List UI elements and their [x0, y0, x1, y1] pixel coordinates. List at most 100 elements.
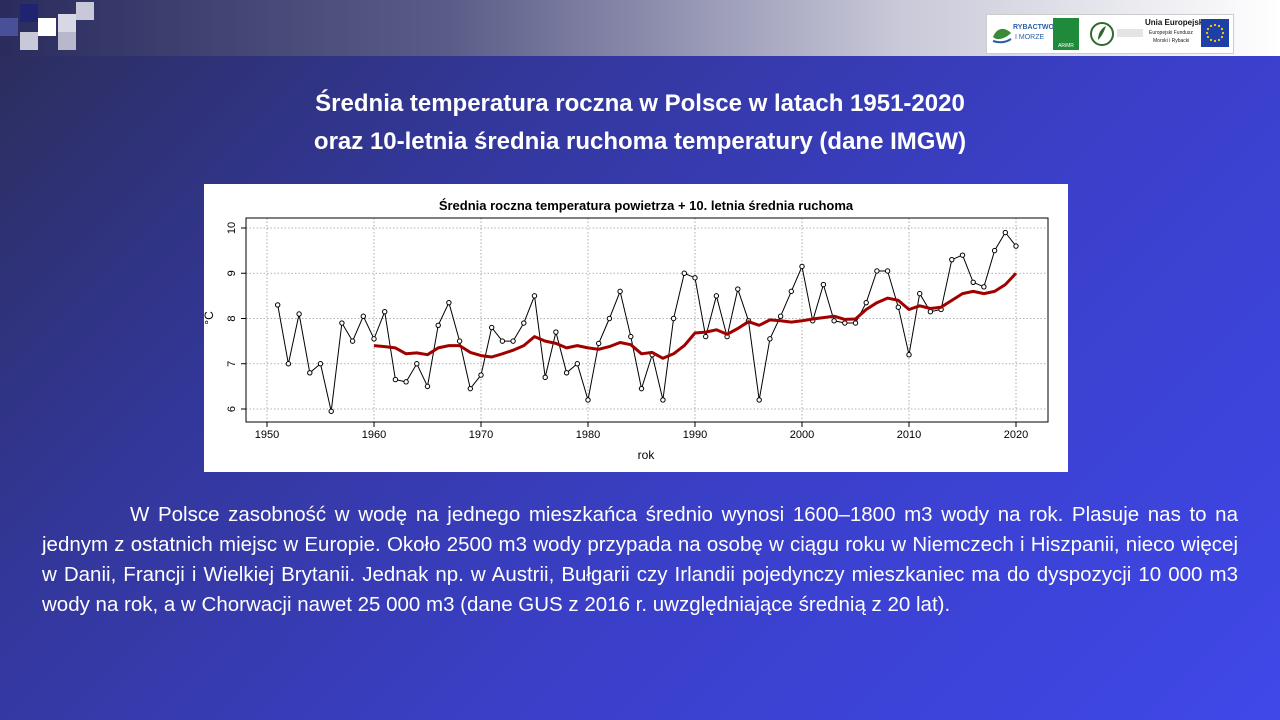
slide-title-line-1: Średnia temperatura roczna w Polsce w la… [315, 90, 965, 117]
y-tick-label: 10 [226, 222, 238, 234]
annual-temperature-point [670, 315, 677, 322]
annual-temperature-point [371, 336, 377, 342]
x-tick-label: 2000 [790, 429, 814, 441]
annual-temperature-point [499, 338, 506, 344]
annual-temperature-point [446, 299, 452, 306]
eu-subtitle-2: Morski i Rybacki [1153, 38, 1190, 44]
annual-temperature-point [456, 338, 463, 344]
annual-temperature-point [767, 336, 773, 342]
chart-title: Średnia roczna temperatura powietrza + 1… [439, 198, 854, 213]
annual-temperature-point [585, 397, 591, 403]
x-axis-label: rok [638, 448, 656, 462]
annual-temperature-point [895, 304, 901, 310]
annual-temperature-point [991, 247, 998, 254]
rybactwo-logo-text-2: I MORZE [1015, 34, 1045, 41]
decor-square [38, 18, 56, 36]
decor-square [76, 2, 94, 20]
annual-temperature-point [553, 329, 559, 335]
annual-temperature-point [638, 385, 645, 392]
temperature-chart: Średnia roczna temperatura powietrza + 1… [202, 198, 1049, 462]
annual-temperature-point [703, 333, 709, 340]
annual-temperature-point [981, 284, 987, 290]
x-tick-label: 1960 [362, 429, 386, 441]
annual-temperature-point [489, 324, 495, 331]
annual-temperature-point [563, 370, 570, 376]
annual-temperature-point [382, 309, 388, 315]
fish-logo-icon [992, 28, 1012, 44]
annual-temperature-point [328, 408, 334, 414]
annual-temperature-point [617, 288, 623, 295]
annual-temperature-point [510, 338, 516, 344]
annual-temperature-point [360, 313, 367, 319]
annual-temperature-point [1002, 229, 1008, 236]
annual-temperature-point [917, 290, 923, 297]
annual-temperature-point [521, 320, 527, 326]
annual-temperature-point [606, 315, 613, 322]
annual-temperature-point [392, 376, 399, 383]
annual-temperature-point [820, 281, 827, 288]
annual-temperature-point [713, 293, 720, 299]
eu-title: Unia Europejska [1145, 18, 1208, 27]
plot-frame [245, 217, 1049, 423]
eu-subtitle-1: Europejski Fundusz [1149, 30, 1193, 36]
decor-square [58, 14, 76, 32]
annual-temperature-point [863, 299, 869, 306]
annual-temperature-point [874, 268, 880, 274]
annual-temperature-point [339, 320, 345, 326]
annual-temperature-point [275, 302, 281, 308]
y-axis-label: °C [204, 311, 216, 325]
x-tick-label: 1980 [576, 429, 600, 441]
annual-temperature-point [435, 322, 441, 328]
annual-temperature-point [296, 311, 302, 317]
chart-panel: Średnia roczna temperatura powietrza + 1… [202, 184, 1068, 472]
annual-temperature-point [349, 338, 356, 344]
annual-temperature-point [542, 374, 548, 381]
x-tick-label: 1970 [469, 429, 493, 441]
annual-temperature-point [307, 370, 313, 376]
annual-temperature-point [478, 372, 484, 378]
x-tick-label: 2020 [1004, 429, 1028, 441]
annual-temperature-point [852, 320, 859, 326]
annual-temperature-point [970, 279, 976, 286]
annual-temperature-point [285, 361, 292, 367]
annual-temperature-line [277, 231, 1017, 412]
annual-temperature-point [788, 288, 794, 295]
annual-temperature-point [596, 340, 602, 347]
annual-temperature-point [403, 379, 409, 385]
annual-temperature-point [414, 361, 420, 367]
rybactwo-logo-text-1: RYBACTWO [1013, 24, 1054, 31]
slide-title-line-2: oraz 10-letnia średnia ruchoma temperatu… [313, 128, 967, 155]
annual-temperature-point [660, 397, 666, 403]
y-tick-label: 8 [226, 315, 238, 321]
arimr-logo-text: ARiMR [1058, 43, 1074, 49]
annual-temperature-point [959, 252, 966, 258]
arimr-logo: ARiMR [1053, 18, 1079, 50]
annual-temperature-point [424, 383, 431, 390]
annual-temperature-point [628, 333, 634, 340]
annual-temperature-point [574, 361, 580, 367]
y-tick-label: 7 [226, 361, 238, 367]
decor-square [58, 32, 76, 50]
annual-temperature-point [756, 397, 762, 403]
moving-average-line [373, 272, 1018, 360]
decor-square [20, 4, 38, 22]
annual-temperature-point [692, 275, 698, 281]
annual-temperature-point [317, 361, 324, 367]
annual-temperature-point [949, 256, 955, 263]
eu-flag-icon [1201, 19, 1229, 47]
decor-square [20, 32, 38, 50]
annual-temperature-point [777, 313, 784, 319]
ministry-text-block [1117, 29, 1143, 37]
annual-temperature-point [467, 385, 473, 392]
ministry-emblem-icon [1090, 22, 1114, 46]
funding-logos: RYBACTWO I MORZE ARiMR Unia Europejska E… [986, 14, 1234, 54]
annual-temperature-point [842, 320, 848, 326]
annual-temperature-point [799, 263, 805, 270]
x-tick-label: 2010 [897, 429, 921, 441]
annual-temperature-point [927, 309, 934, 315]
x-tick-label: 1990 [683, 429, 707, 441]
annual-temperature-point [681, 270, 687, 276]
x-tick-label: 1950 [255, 429, 279, 441]
annual-temperature-point [831, 318, 837, 324]
annual-temperature-point [531, 293, 538, 299]
